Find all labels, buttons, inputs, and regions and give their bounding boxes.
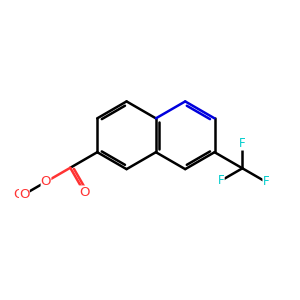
Text: F: F bbox=[262, 175, 269, 188]
Text: O: O bbox=[79, 186, 89, 199]
Text: O: O bbox=[19, 188, 30, 201]
Text: O: O bbox=[41, 175, 51, 188]
Text: O: O bbox=[13, 188, 23, 201]
Text: F: F bbox=[218, 174, 225, 187]
Text: F: F bbox=[239, 137, 246, 150]
